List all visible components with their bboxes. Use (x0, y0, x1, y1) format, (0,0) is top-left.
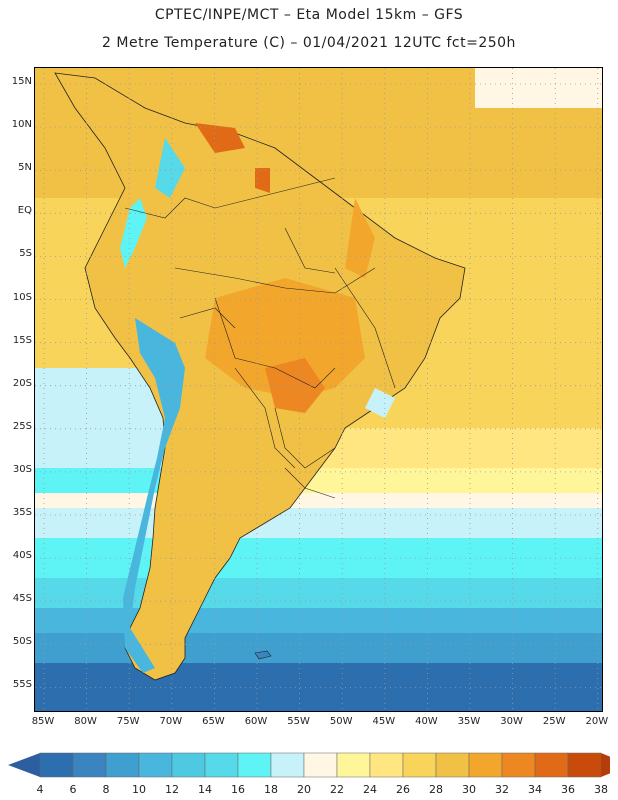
colorbar-segment (336, 752, 371, 778)
colorbar-segment (303, 752, 338, 778)
colorbar-segment (468, 752, 503, 778)
latitude-label: 5N (18, 162, 32, 174)
colorbar-segment (237, 752, 272, 778)
temperature-map (35, 68, 602, 711)
colorbar-segment (105, 752, 140, 778)
colorbar-segment (270, 752, 305, 778)
latitude-label: 40S (12, 550, 32, 562)
longitude-label: 80W (74, 716, 97, 727)
colorbar-segment (369, 752, 404, 778)
colorbar-tick-label: 6 (69, 783, 77, 796)
longitude-label: 55W (287, 716, 310, 727)
colorbar-tick-label: 38 (594, 783, 608, 796)
latitude-label: 20S (12, 377, 32, 389)
latitude-label: 25S (12, 420, 32, 432)
latitude-label: 15S (12, 334, 32, 346)
latitude-label: 45S (12, 593, 32, 605)
colorbar-segment (534, 752, 569, 778)
colorbar-segment (501, 752, 536, 778)
colorbar-tick-label: 30 (462, 783, 476, 796)
colorbar-tick-label: 36 (561, 783, 575, 796)
latitude-label: 50S (12, 636, 32, 648)
continent-south-america (54, 72, 466, 681)
latitude-label: 35S (12, 507, 32, 518)
colorbar-tick-label: 8 (102, 783, 110, 796)
longitude-label: 40W (415, 716, 438, 727)
colorbar-tick-label: 34 (528, 783, 542, 796)
longitude-label: 60W (244, 716, 268, 727)
colorbar-tick-label: 24 (363, 783, 377, 796)
longitude-label: 50W (329, 716, 353, 727)
latitude-label: 10N (11, 119, 32, 131)
colorbar-tick-label: 10 (132, 783, 146, 796)
colorbar-tick-label: 26 (396, 783, 410, 796)
colorbar-tick-label: 18 (264, 783, 278, 796)
falkland-islands (254, 650, 272, 660)
colorbar-segment (39, 752, 74, 778)
longitude-label: 70W (159, 716, 183, 727)
longitude-label: 25W (542, 716, 566, 727)
colorbar-tick-label: 32 (495, 783, 509, 796)
longitude-label: 45W (372, 716, 396, 727)
longitude-label: 75W (116, 716, 140, 727)
colorbar-tick-label: 20 (297, 783, 311, 796)
longitude-label: 35W (457, 716, 481, 727)
colorbar-segment (138, 752, 173, 778)
longitude-label: 20W (585, 716, 609, 727)
longitude-label: 30W (500, 716, 523, 727)
colorbar-high-arrow (601, 753, 610, 777)
colorbar-tick-label: 14 (198, 783, 212, 796)
colorbar-segment (204, 752, 239, 778)
colorbar-segment (567, 752, 602, 778)
chart-title-line2: 2 Metre Temperature (C) – 01/04/2021 12U… (102, 35, 516, 51)
colorbar-segment (435, 752, 470, 778)
colorbar-segment (171, 752, 206, 778)
colorbar-segment (402, 752, 437, 778)
colorbar-tick-label: 12 (165, 783, 179, 796)
temperature-colorbar (8, 752, 610, 778)
latitude-label: 5S (19, 248, 32, 260)
colorbar-tick-label: 4 (36, 783, 44, 796)
longitude-label: 85W (31, 716, 55, 727)
colorbar-tick-label: 28 (429, 783, 443, 796)
latitude-label: 55S (12, 679, 32, 691)
latitude-label: EQ (17, 205, 32, 217)
colorbar-tick-label: 16 (231, 783, 245, 796)
latitude-label: 30S (12, 463, 32, 475)
country-borders (124, 177, 396, 499)
latitude-label: 15N (11, 76, 32, 87)
chart-title-line1: CPTEC/INPE/MCT – Eta Model 15km – GFS (154, 7, 464, 23)
colorbar-low-arrow (8, 753, 40, 777)
colorbar-segment (72, 752, 107, 778)
longitude-label: 65W (202, 716, 225, 727)
map-panel (34, 67, 603, 712)
colorbar-tick-label: 22 (330, 783, 344, 796)
latitude-label: 10S (12, 291, 32, 303)
